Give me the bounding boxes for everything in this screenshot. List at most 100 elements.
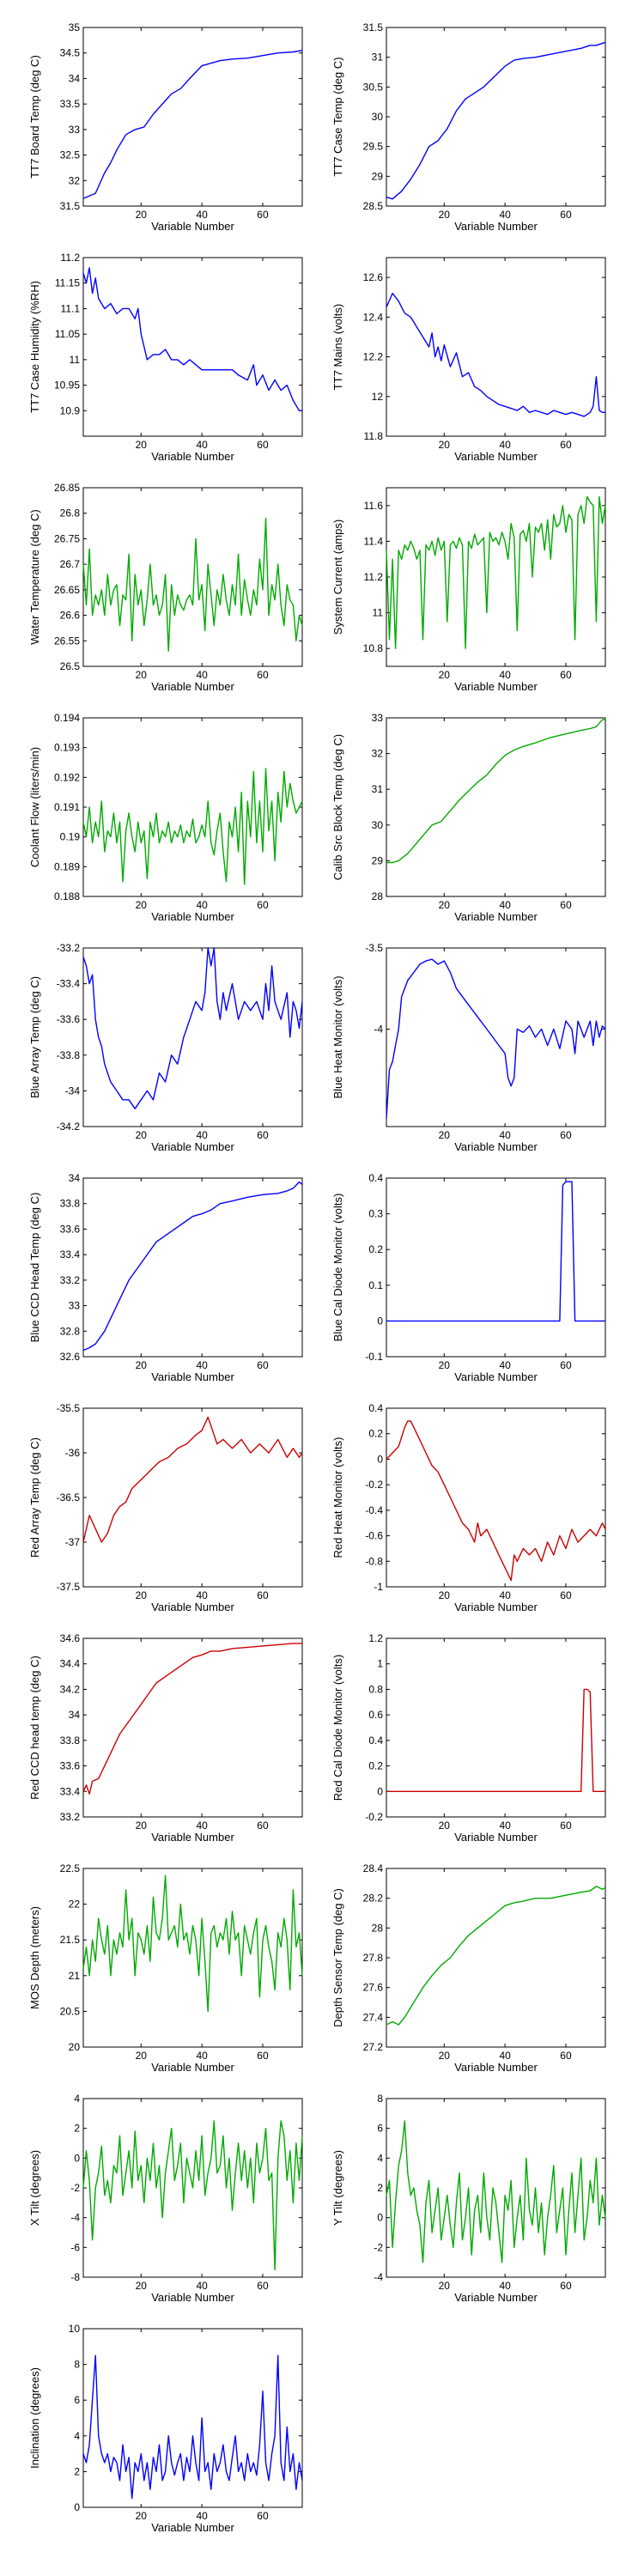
plot-frame bbox=[82, 1868, 303, 2048]
y-tick-label: 28 bbox=[372, 1922, 384, 1934]
x-tick-label: 60 bbox=[257, 1129, 269, 1141]
y-tick-label: 11.15 bbox=[55, 277, 80, 289]
series-line bbox=[82, 267, 302, 411]
x-tick-label: 40 bbox=[499, 439, 511, 451]
x-tick-label: 60 bbox=[257, 669, 269, 681]
y-tick-label: 31.5 bbox=[363, 21, 384, 33]
x-tick-label: 40 bbox=[196, 2510, 208, 2522]
x-tick-label: 20 bbox=[439, 2280, 451, 2292]
y-tick-label: 26.5 bbox=[60, 660, 81, 672]
subplot-10: 20 40 60 -4 -3.5 Variable Number Blue Heat Mon… bbox=[331, 942, 606, 1153]
x-tick-label: 40 bbox=[196, 1129, 208, 1141]
y-tick-label: 33.2 bbox=[60, 1274, 81, 1286]
y-tick-label: 20 bbox=[69, 2041, 81, 2053]
y-tick-label: 22 bbox=[69, 1899, 81, 1911]
x-tick-label: 40 bbox=[196, 439, 208, 451]
x-axis-label: Variable Number bbox=[454, 1601, 538, 1613]
y-axis-label: X Tilt (degrees) bbox=[28, 2150, 41, 2226]
y-tick-label: 0.188 bbox=[54, 890, 80, 902]
series-line bbox=[82, 947, 303, 1109]
y-tick-label: 8 bbox=[74, 2359, 80, 2371]
y-axis-label: TT7 Mains (volts) bbox=[331, 304, 344, 390]
y-tick-label: 1.2 bbox=[368, 1632, 383, 1644]
plot-frame bbox=[386, 1637, 606, 1818]
y-tick-label: -0.8 bbox=[365, 1555, 383, 1567]
y-tick-label: 33.2 bbox=[60, 1811, 81, 1823]
plot-frame bbox=[82, 1637, 303, 1818]
y-tick-label: 33.5 bbox=[60, 98, 81, 110]
y-axis-label: Water Temperature (deg C) bbox=[28, 509, 41, 645]
x-tick-label: 40 bbox=[499, 209, 511, 221]
y-tick-label: -3.5 bbox=[365, 942, 383, 954]
x-tick-label: 40 bbox=[196, 2050, 208, 2062]
y-tick-label: 0 bbox=[377, 1785, 383, 1797]
y-tick-label: 33 bbox=[372, 712, 384, 724]
y-tick-label: -4 bbox=[374, 2271, 383, 2283]
y-tick-label: 30 bbox=[372, 111, 384, 123]
plot-frame bbox=[82, 1177, 303, 1358]
y-tick-label: 11 bbox=[373, 607, 384, 619]
y-tick-label: 0.2 bbox=[368, 1428, 383, 1440]
subplot-5: 20 40 60 26.5 26.55 26.6 26.65 26.7 26.75 26.8 26.… bbox=[28, 482, 303, 693]
y-tick-label: 32.8 bbox=[60, 1325, 81, 1337]
x-tick-label: 40 bbox=[196, 899, 208, 911]
x-tick-label: 60 bbox=[560, 1820, 572, 1832]
y-tick-label: -33.2 bbox=[57, 942, 81, 954]
x-tick-label: 60 bbox=[560, 2280, 572, 2292]
plot-frame bbox=[386, 27, 606, 207]
x-axis-label: Variable Number bbox=[454, 1831, 538, 1844]
y-tick-label: 0.2 bbox=[368, 1243, 383, 1255]
y-tick-label: 0.3 bbox=[368, 1208, 383, 1220]
y-tick-label: 0.189 bbox=[54, 860, 80, 872]
series-line bbox=[386, 1181, 605, 1322]
x-tick-label: 20 bbox=[136, 899, 148, 911]
y-tick-label: 34.2 bbox=[60, 1683, 81, 1695]
subplot-21: 20 40 60 0 2 4 6 8 10 Variable Number Inclination … bbox=[28, 2323, 303, 2534]
y-axis-label: Blue Cal Diode Monitor (volts) bbox=[331, 1194, 344, 1342]
y-tick-label: -35.5 bbox=[57, 1402, 81, 1414]
y-axis-label: Red Heat Monitor (volts) bbox=[331, 1437, 344, 1558]
y-tick-label: 26.65 bbox=[54, 584, 80, 596]
x-tick-label: 60 bbox=[560, 1589, 572, 1601]
y-tick-label: -33.4 bbox=[57, 978, 81, 990]
x-axis-label: Variable Number bbox=[454, 1140, 538, 1153]
subplot-20: 20 40 60 -4 -2 0 2 4 6 8 Variable Number Y Tilt (de… bbox=[331, 2093, 606, 2304]
y-tick-label: 11.05 bbox=[55, 328, 80, 340]
x-tick-label: 40 bbox=[196, 209, 208, 221]
x-axis-label: Variable Number bbox=[454, 680, 538, 693]
y-tick-label: 33.6 bbox=[60, 1223, 81, 1235]
x-tick-label: 60 bbox=[560, 439, 572, 451]
x-axis-label: Variable Number bbox=[454, 2291, 538, 2304]
x-axis-label: Variable Number bbox=[151, 2061, 234, 2074]
subplot-1: 20 40 60 31.5 32 32.5 33 33.5 34 34.5 35 Variable N… bbox=[28, 21, 303, 233]
y-tick-label: 10 bbox=[69, 2323, 81, 2335]
x-tick-label: 20 bbox=[439, 669, 451, 681]
plot-frame bbox=[386, 717, 606, 897]
series-line bbox=[386, 958, 606, 1119]
y-tick-label: 28.2 bbox=[363, 1893, 384, 1905]
x-axis-label: Variable Number bbox=[151, 680, 234, 693]
y-axis-label: Blue CCD Head Temp (deg C) bbox=[28, 1193, 41, 1343]
series-line bbox=[386, 719, 605, 864]
series-line bbox=[82, 1181, 303, 1352]
series-line bbox=[386, 1688, 605, 1793]
x-axis-label: Variable Number bbox=[151, 220, 234, 233]
y-tick-label: 27.2 bbox=[363, 2041, 384, 2053]
x-tick-label: 40 bbox=[499, 1129, 511, 1141]
y-tick-label: -37 bbox=[65, 1536, 81, 1548]
subplot-16: 20 40 60 -0.2 0 0.2 0.4 0.6 0.8 1 1.2 Variable Numb… bbox=[331, 1632, 606, 1844]
x-tick-label: 20 bbox=[136, 2050, 148, 2062]
y-tick-label: 34.6 bbox=[60, 1632, 81, 1644]
y-axis-label: Calib Src Block Temp (deg C) bbox=[331, 734, 344, 880]
y-tick-label: -0.4 bbox=[365, 1504, 383, 1516]
x-tick-label: 40 bbox=[196, 1589, 208, 1601]
x-axis-label: Variable Number bbox=[454, 1370, 538, 1383]
y-tick-label: 11 bbox=[70, 354, 81, 366]
x-tick-label: 20 bbox=[136, 1359, 148, 1371]
x-tick-label: 20 bbox=[136, 1589, 148, 1601]
y-tick-label: 0 bbox=[74, 2501, 80, 2513]
x-axis-label: Variable Number bbox=[151, 1601, 234, 1613]
plot-frame bbox=[82, 27, 303, 207]
y-tick-label: 2 bbox=[377, 2182, 383, 2194]
y-tick-label: 33.4 bbox=[60, 1249, 81, 1261]
